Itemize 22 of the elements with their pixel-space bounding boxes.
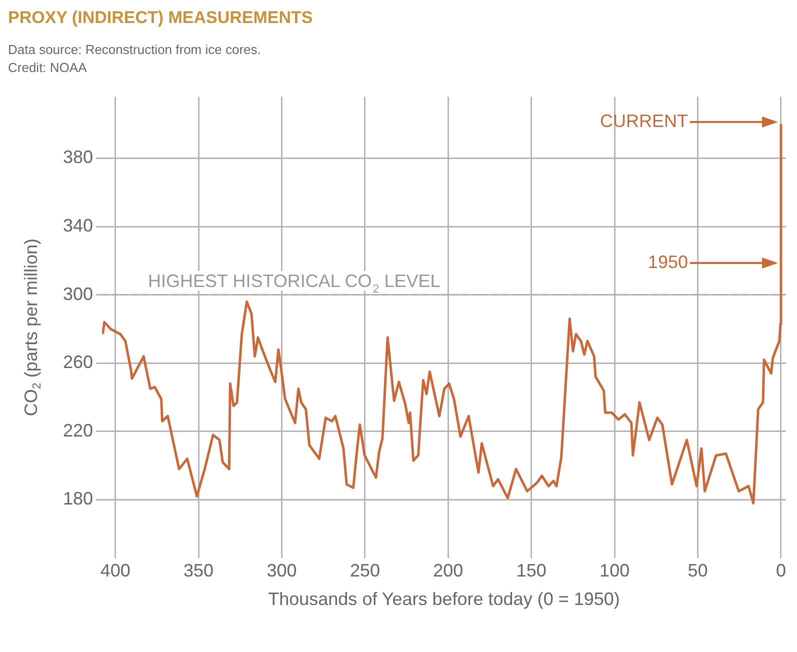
y-tick-label: 300 (62, 284, 94, 304)
x-tick-label: 150 (516, 560, 546, 581)
y-tick-label: 380 (62, 147, 94, 168)
y-tick-label: 220 (62, 420, 94, 440)
annotation: CURRENT (600, 110, 688, 131)
x-tick-label: 50 (688, 560, 708, 581)
x-tick-label: 350 (184, 560, 214, 581)
chart-title: PROXY (INDIRECT) MEASUREMENTS (8, 8, 314, 28)
x-tick-label: 250 (350, 560, 380, 581)
x-tick-label: 400 (100, 560, 130, 581)
annotation: 1950 (648, 252, 688, 272)
y-tick-label: 180 (62, 488, 94, 509)
x-tick-label: 300 (266, 560, 297, 581)
x-tick-label: 0 (776, 560, 786, 581)
x-tick-label: 200 (433, 560, 464, 581)
x-tick-label: 100 (600, 560, 630, 581)
y-tick-label: 260 (62, 352, 94, 372)
y-tick-label: 340 (62, 216, 94, 236)
text: Credit: NOAA (8, 60, 88, 75)
x-axis-title: Thousands of Years before today (0 = 1950) (268, 589, 620, 610)
chart-subtitle: Data source: Reconstruction from ice cores. (8, 42, 262, 57)
y-axis-title: CO2 (parts per million) (21, 238, 44, 416)
